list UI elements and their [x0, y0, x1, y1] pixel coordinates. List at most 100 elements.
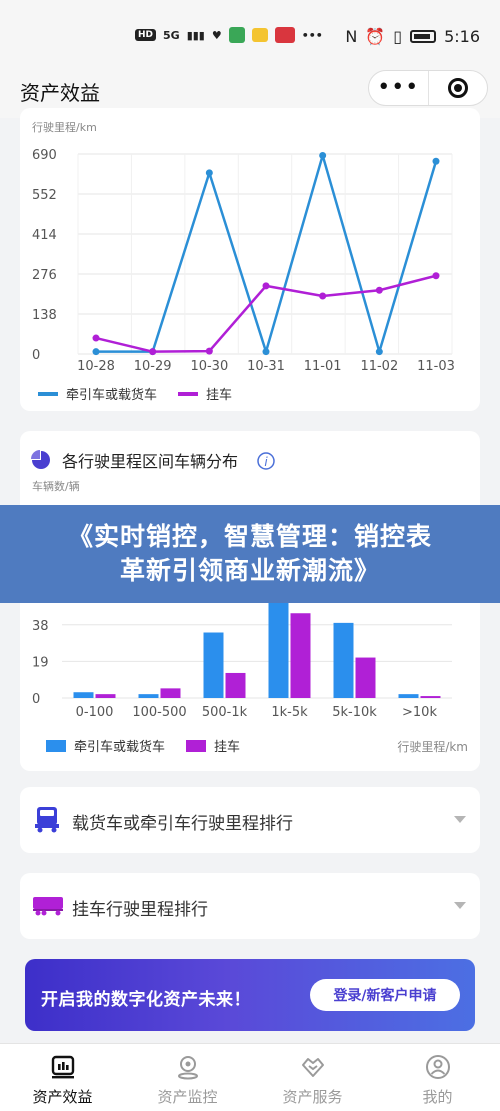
x-tick-label: 5k-10k: [332, 705, 377, 720]
x-tick-label: 11-01: [304, 359, 342, 374]
login-apply-button[interactable]: 登录/新客户申请: [310, 979, 460, 1011]
tab-mine[interactable]: 我的: [375, 1044, 500, 1111]
mail-icon: [251, 28, 268, 42]
y-tick-label: 690: [32, 148, 57, 163]
clock-time: 5:16: [444, 27, 480, 46]
legend-swatch: [38, 392, 58, 396]
bar-trailer: [420, 696, 441, 698]
bar-truck: [203, 632, 224, 698]
more-notifications-icon: •••: [301, 28, 323, 42]
status-bar: HD 5G ▮▮▮ ♥ ••• N ⏰ ▯ 5:16: [0, 0, 500, 70]
profile-icon: [425, 1055, 450, 1079]
x-tick-label: 1k-5k: [271, 705, 308, 720]
series-line-1: [96, 154, 438, 353]
data-point: [149, 348, 157, 356]
data-point: [432, 272, 440, 280]
y-tick-label: 138: [32, 308, 57, 323]
x-tick-label: 0-100: [76, 705, 114, 720]
location-icon: [177, 1056, 198, 1080]
app-notification-icon: [274, 27, 295, 43]
alarm-icon: ⏰: [365, 27, 386, 46]
y-tick-label: 414: [32, 228, 57, 243]
bottom-tab-bar: 资产效益 资产监控 资产服务 我的: [0, 1043, 500, 1111]
truck-ranking-dropdown[interactable]: 载货车或牵引车行驶里程排行: [20, 787, 480, 853]
trailer-ranking-dropdown[interactable]: 挂车行驶里程排行: [20, 873, 480, 939]
heart-icon: ♥: [211, 28, 222, 42]
tab-asset-benefit[interactable]: 资产效益: [0, 1044, 125, 1111]
legend-label: 挂车: [214, 739, 240, 755]
x-tick-label: 100-500: [132, 705, 186, 720]
promo-text: 开启我的数字化资产未来！: [41, 990, 251, 1010]
bar-trailer: [95, 694, 116, 698]
chevron-down-icon: [454, 902, 466, 909]
info-icon[interactable]: [257, 452, 275, 470]
x-tick-label: 10-30: [190, 359, 228, 374]
hd-badge: HD: [135, 29, 157, 41]
more-menu-button[interactable]: •••: [369, 71, 429, 105]
tab-label: 资产监控: [157, 1088, 218, 1106]
heart-icon: [301, 1058, 324, 1077]
vibrate-icon: ▯: [393, 27, 403, 46]
data-point: [92, 334, 100, 342]
legend-swatch: [46, 740, 66, 752]
info-icon-glyph: i: [264, 455, 268, 469]
x-tick-label: 11-03: [417, 359, 455, 374]
chevron-down-icon: [454, 816, 466, 823]
data-point: [92, 348, 100, 356]
bar-truck: [333, 622, 354, 698]
legend-label: 牵引车或载货车: [66, 387, 157, 403]
x-tick-label: 11-02: [360, 359, 398, 374]
pie-chart-icon-slice: [31, 450, 40, 459]
trailer-ranking-label: 挂车行驶里程排行: [72, 900, 208, 920]
mini-program-capsule: •••: [368, 70, 488, 106]
tab-asset-monitor[interactable]: 资产监控: [125, 1044, 250, 1111]
pie-chart-icon-shape: [32, 451, 50, 469]
x-axis-label: 行驶里程/km: [397, 739, 468, 754]
bar-truck: [398, 694, 419, 698]
data-point: [432, 157, 440, 165]
data-point: [319, 151, 327, 159]
mileage-line-chart: 行驶里程/km 0 138 276 414 552 690 10-28 10-29 10-30 10…: [32, 120, 455, 403]
data-point: [205, 347, 213, 355]
y-tick-label: 0: [32, 348, 40, 363]
y-axis-label: 车辆数/辆: [32, 479, 80, 493]
pie-chart-icon: [31, 450, 50, 469]
status-right: N ⏰ ▯ 5:16: [345, 27, 480, 46]
legend-swatch: [178, 392, 198, 396]
nfc-icon: N: [345, 27, 358, 46]
y-tick-label: 19: [32, 655, 49, 670]
y-axis-label: 行驶里程/km: [32, 120, 97, 134]
data-point: [262, 348, 270, 356]
x-tick-label: >10k: [402, 705, 437, 720]
tab-asset-service[interactable]: 资产服务: [250, 1044, 375, 1111]
network-label: 5G: [163, 28, 180, 42]
chart-title: 各行驶里程区间车辆分布: [62, 452, 238, 471]
page-title: 资产效益: [20, 81, 100, 105]
y-tick-label: 276: [32, 268, 57, 283]
bar-trailer: [355, 657, 376, 698]
legend-swatch: [186, 740, 206, 752]
signal-icon: ▮▮▮: [186, 28, 205, 42]
y-tick-label: 0: [32, 692, 40, 707]
legend-label: 牵引车或载货车: [74, 739, 165, 755]
truck-ranking-label: 载货车或牵引车行驶里程排行: [72, 814, 293, 834]
truck-icon: [35, 807, 59, 833]
data-point: [262, 282, 270, 290]
chart-icon: [51, 1055, 74, 1079]
battery-icon: [410, 30, 437, 43]
data-point: [375, 286, 383, 294]
close-button[interactable]: [429, 71, 488, 105]
status-left: HD 5G ▮▮▮ ♥ •••: [135, 27, 323, 43]
bar-truck: [73, 692, 94, 698]
x-tick-label: 10-28: [77, 359, 115, 374]
x-tick-label: 10-29: [134, 359, 172, 374]
x-tick-label: 500-1k: [202, 705, 248, 720]
overlay-headline-banner: 《实时销控，智慧管理：销控表 革新引领商业新潮流》: [0, 505, 500, 603]
bar-trailer: [225, 672, 246, 698]
banner-line-1: 《实时销控，智慧管理：销控表: [67, 522, 432, 551]
banner-line-2: 革新引领商业新潮流》: [119, 556, 380, 585]
tab-label: 资产服务: [282, 1088, 343, 1106]
y-tick-label: 552: [32, 188, 57, 203]
legend-label: 挂车: [206, 387, 232, 403]
data-point: [375, 348, 383, 356]
